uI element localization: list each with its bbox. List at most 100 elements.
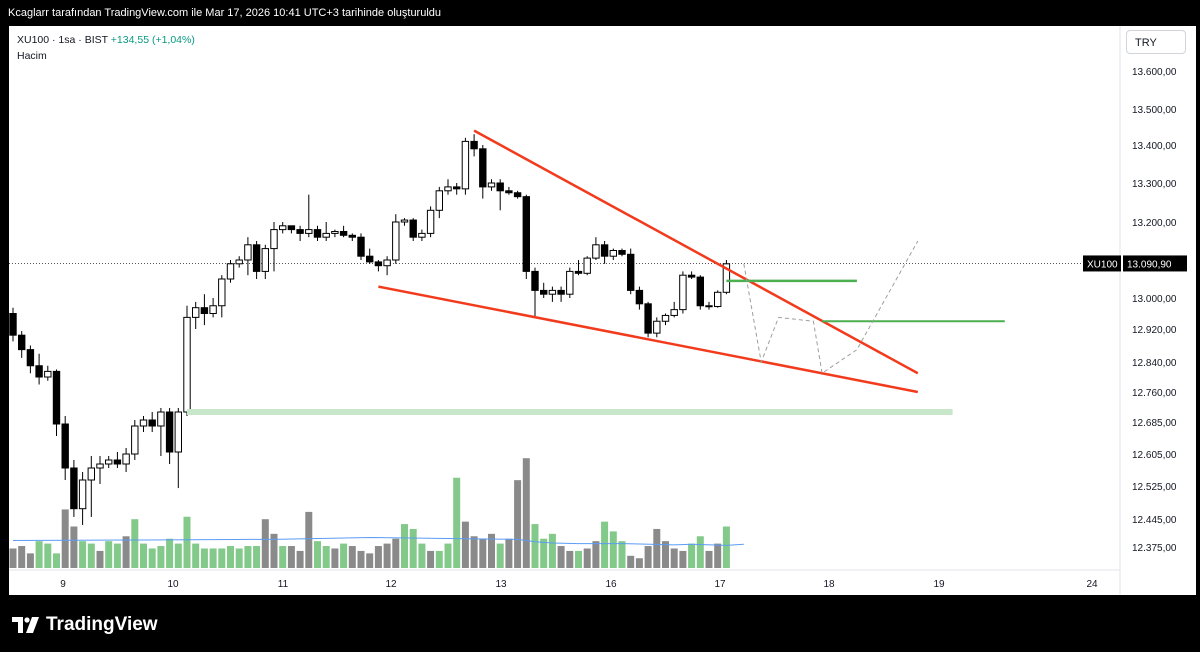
time-tick-label: 12 [385,579,397,590]
volume-bar [314,541,321,568]
volume-bar [688,543,696,568]
price-tick-label: 12.375,00 [1132,543,1177,554]
projection-path [743,240,919,375]
candle-body [252,244,261,272]
candle-body [35,365,43,378]
volume-bar [357,550,365,568]
volume-bar [18,546,26,568]
footer: TradingView [12,612,158,638]
candle-body [609,250,617,257]
price-chart[interactable]: 13.600,00 13.500,00 13.400,00 13.300,00 13.2… [9,26,1196,595]
volume-bar [635,558,643,568]
volume-bar [105,541,113,568]
volume-bar [575,550,582,568]
volume-bar [653,528,661,568]
volume-bar [244,546,252,568]
price-tick-label: 13.600,00 [1132,67,1177,78]
volume-bar [148,548,156,568]
chart-panel[interactable]: 13.600,00 13.500,00 13.400,00 13.300,00 13.2… [9,26,1196,595]
volume-bar [392,538,400,568]
candle-body [61,423,69,469]
candle-body [522,196,530,272]
volume-bar [601,521,609,568]
volume-bar [35,541,43,568]
volume-bar [383,543,391,568]
candle-body [78,479,87,510]
volume-bar [261,519,269,568]
tradingview-logo-icon [12,617,39,633]
candle-body [174,411,183,453]
time-tick-label: 24 [1086,579,1098,590]
currency-button[interactable]: TRY [1126,30,1186,54]
volume-bar [488,533,495,568]
price-tick-label: 12.685,00 [1132,418,1177,429]
volume-bar [322,546,330,568]
volume-bar [540,538,548,568]
candle-body [461,140,470,190]
candle-body [505,190,513,194]
volume-bar [470,536,478,568]
volume-bar [435,550,443,568]
candle-body [313,229,322,238]
candle-body [679,274,687,311]
volume-bar [87,543,95,568]
candle-body [270,229,278,250]
volume-bar [26,553,34,568]
time-tick-label: 13 [495,579,507,590]
volume-bar [9,548,17,568]
candle-body [105,459,113,465]
price-tick-label: 13.300,00 [1132,179,1177,190]
volume-bar [583,548,591,568]
candle-body [670,309,678,316]
price-tick-label: 12.445,00 [1132,515,1177,526]
volume-bar [183,516,191,568]
candle-body [331,231,339,234]
volume-bar [279,546,287,568]
candle-body [705,305,713,308]
symbol-badge [1083,255,1121,272]
volume-bar [44,543,52,568]
candle-body [418,232,426,238]
volume-bar [331,548,339,568]
volume-bar [374,546,382,568]
price-tick-label: 13.000,00 [1132,294,1177,305]
candle-body [374,261,383,267]
candle-body [635,289,644,305]
volume-bar [140,543,147,568]
volume-bar [670,548,678,568]
candle-body [148,419,156,427]
price-tick-label: 12.525,00 [1132,482,1177,493]
candle-body [218,278,226,307]
candle-body [131,425,139,455]
candle-body [426,209,435,234]
volume-bar [218,548,226,568]
volume-bar [270,533,278,568]
volume-bar [53,553,60,568]
volume-label: Hacim [17,50,47,62]
candle-body [566,270,574,295]
volume-bar [427,550,435,568]
volume-bar [209,548,217,568]
volume-bar [479,538,487,568]
candle-body [209,305,217,314]
candle-body [687,274,696,278]
volume-bar [496,543,504,568]
volume-bar [70,526,78,568]
candle-body [722,263,731,293]
volume-bar [340,543,348,568]
symbol-badge-label: XU100 [1087,259,1118,270]
volume-bar [592,541,600,568]
price-tick-label: 12.605,00 [1132,450,1177,461]
wedge-upper-trendline [473,129,919,375]
candle-body [279,225,287,231]
time-tick-label: 11 [278,579,289,590]
volume-bar [401,524,408,568]
support-zone [187,409,953,415]
volume-bar [679,550,687,568]
volume-ma-line [12,536,744,546]
candle-body [409,219,417,238]
volume-bar [131,519,139,568]
candle-body [487,182,496,188]
candle-body [435,190,444,211]
volume-bar [235,548,243,568]
